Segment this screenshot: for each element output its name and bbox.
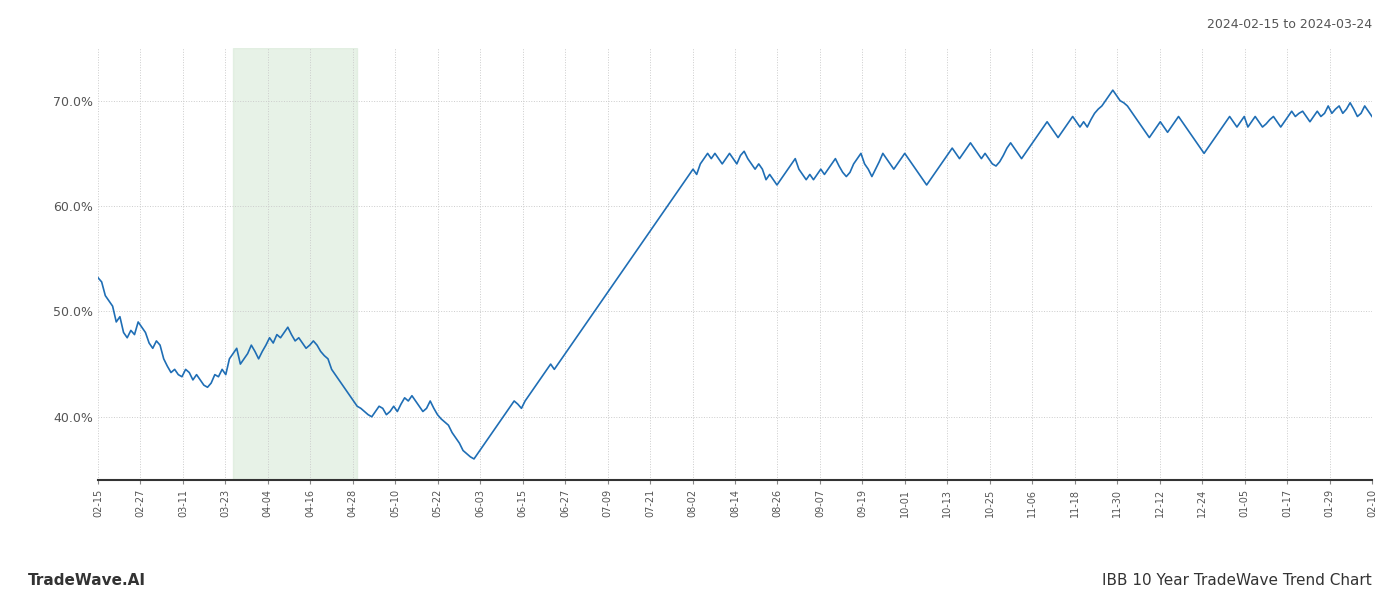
- Text: TradeWave.AI: TradeWave.AI: [28, 573, 146, 588]
- Bar: [232, 48, 357, 480]
- Text: IBB 10 Year TradeWave Trend Chart: IBB 10 Year TradeWave Trend Chart: [1102, 573, 1372, 588]
- Text: 2024-02-15 to 2024-03-24: 2024-02-15 to 2024-03-24: [1207, 18, 1372, 31]
